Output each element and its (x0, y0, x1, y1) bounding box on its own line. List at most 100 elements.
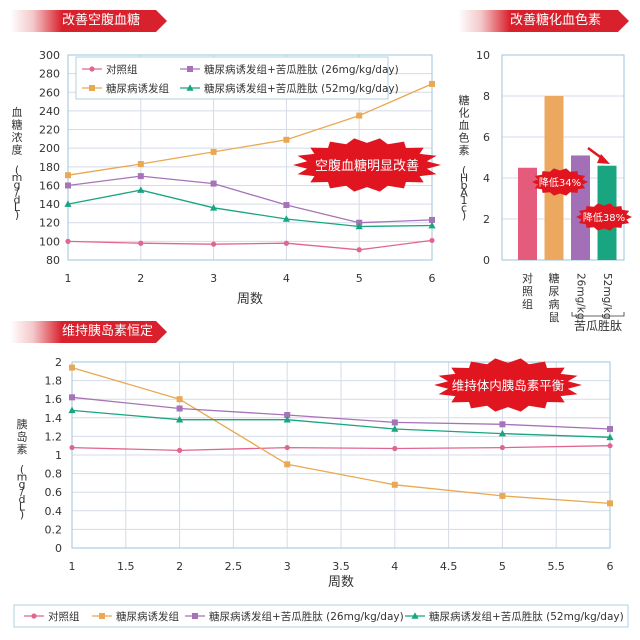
insulin-y-tick-label: 0.8 (45, 468, 63, 481)
insulin-x-tick-label: 5 (499, 560, 506, 573)
insulin-y-tick-label: 1.4 (45, 412, 63, 425)
insulin-point-low_dose (284, 412, 291, 419)
fasting-point-control (429, 237, 435, 244)
fasting-glucose-title: 改善空腹血糖 (62, 13, 141, 28)
insulin-y-tick-label: 1.8 (45, 375, 63, 388)
hba1c-reduce38-text: 降低38% (583, 211, 625, 224)
insulin-point-high_dose (68, 406, 76, 414)
insulin-series-line-diabetic (71, 366, 611, 505)
insulin-legend-marker-low_dose (192, 613, 198, 619)
fasting-y-tick-label: 220 (39, 124, 60, 137)
insulin-point-low_dose (176, 405, 183, 412)
fasting-y-tick-label: 80 (46, 254, 60, 267)
fasting-y-tick-label: 140 (39, 198, 60, 211)
insulin-y-tick-label: 2 (55, 356, 62, 369)
insulin-point-control (392, 445, 398, 452)
fasting-y-tick-label: 200 (39, 142, 60, 155)
hba1c-title: 改善糖化血色素 (510, 13, 602, 28)
fasting-series-line-diabetic (67, 83, 433, 176)
fasting-point-high_dose (355, 222, 363, 230)
fasting-point-low_dose (65, 182, 71, 189)
fasting-x-tick-label: 6 (429, 272, 436, 285)
insulin-point-low_dose (607, 425, 613, 432)
fasting-legend-label-diabetic: 糖尿病诱发组 (106, 82, 169, 95)
fasting-y-tick-label: 280 (39, 68, 60, 81)
insulin-legend-label-low_dose: 糖尿病诱发组+苦瓜胜肽 (26mg/kg/day) (209, 610, 404, 623)
insulin-y-tick-label: 1.2 (45, 430, 63, 443)
hba1c-category-label: 26mg/kg (575, 273, 587, 320)
insulin-series-line-control (71, 445, 611, 452)
insulin-point-high_dose (283, 415, 291, 423)
fasting-point-diabetic (429, 80, 435, 87)
insulin-point-low_dose (499, 421, 506, 428)
fasting-point-high_dose (282, 215, 290, 222)
insulin-x-tick-label: 3 (284, 560, 291, 573)
hba1c-y-tick-label: 6 (483, 131, 490, 144)
insulin-point-high_dose (391, 425, 399, 432)
insulin-plot-frame (71, 361, 611, 549)
hba1c-burst-38 (576, 203, 632, 231)
fasting-legend-marker-low_dose (187, 66, 193, 72)
insulin-y-tick-label: 0.6 (45, 486, 63, 499)
insulin-point-low_dose (391, 419, 398, 426)
insulin-legend-label-high_dose: 糖尿病诱发组+苦瓜胜肽 (52mg/kg/day) (429, 610, 624, 623)
hba1c-group-label: 苦瓜胜肽 (574, 318, 622, 333)
fasting-point-low_dose (429, 216, 435, 223)
fasting-point-control (138, 240, 144, 246)
insulin-point-control (284, 444, 290, 451)
fasting-point-high_dose (428, 221, 436, 229)
fasting-series-line-low_dose (67, 175, 433, 224)
insulin-callout-burst (434, 358, 582, 412)
insulin-x-tick-label: 2 (176, 560, 183, 573)
fasting-legend-label-control: 对照组 (106, 63, 138, 76)
insulin-x-tick-label: 4.5 (440, 560, 458, 573)
hba1c-y-tick-label: 2 (483, 213, 490, 226)
hba1c-y-tick-label: 0 (483, 254, 490, 267)
hba1c-y-tick-label: 8 (483, 90, 490, 103)
insulin-point-high_dose (176, 415, 184, 423)
fasting-legend-marker-high_dose (186, 84, 194, 91)
fasting-point-high_dose (137, 186, 145, 193)
insulin-y-tick-label: 1 (55, 449, 62, 462)
hba1c-category-label: 糖尿病鼠 (549, 271, 560, 324)
insulin-point-control (177, 447, 183, 453)
insulin-point-high_dose (606, 433, 614, 441)
hba1c-y-tick-label: 10 (476, 49, 490, 62)
fasting-y-tick-label: 100 (39, 235, 60, 248)
insulin-legend-marker-high_dose (411, 612, 419, 619)
fasting-y-axis-label: 血糖浓度 (m g / d L) (12, 105, 23, 222)
insulin-x-tick-label: 4 (391, 560, 398, 573)
fasting-point-diabetic (210, 148, 217, 155)
insulin-point-diabetic (69, 364, 75, 371)
insulin-banner: 维持胰岛素恒定 (10, 321, 167, 343)
insulin-x-tick-label: 1 (69, 560, 76, 573)
insulin-point-control (607, 443, 613, 449)
fasting-callout-text: 空腹血糖明显改善 (315, 158, 419, 174)
fasting-point-high_dose (64, 200, 72, 207)
hba1c-category-label: 对照组 (522, 271, 533, 311)
insulin-legend-box (13, 604, 629, 628)
insulin-title: 维持胰岛素恒定 (62, 324, 154, 339)
insulin-point-diabetic (391, 481, 398, 488)
fasting-point-control (283, 240, 289, 246)
fasting-point-high_dose (210, 204, 218, 211)
insulin-legend-label-control: 对照组 (48, 610, 80, 623)
insulin-point-diabetic (499, 492, 506, 499)
fasting-x-tick-label: 2 (137, 272, 144, 285)
insulin-callout-text: 维持体内胰岛素平衡 (452, 378, 565, 393)
fasting-point-diabetic (356, 112, 363, 119)
fasting-series-line-control (67, 239, 433, 251)
insulin-point-low_dose (69, 394, 75, 401)
fasting-y-tick-label: 180 (39, 161, 60, 174)
hba1c-bar (518, 167, 537, 260)
fasting-x-tick-label: 1 (65, 272, 72, 285)
insulin-y-tick-label: 0 (55, 542, 62, 555)
fasting-y-tick-label: 260 (39, 86, 60, 99)
fasting-glucose-banner: 改善空腹血糖 (10, 10, 167, 32)
hba1c-group-bracket (571, 312, 625, 317)
insulin-y-tick-label: 0.2 (45, 523, 63, 536)
insulin-point-diabetic (176, 396, 183, 403)
fasting-point-low_dose (283, 202, 290, 209)
